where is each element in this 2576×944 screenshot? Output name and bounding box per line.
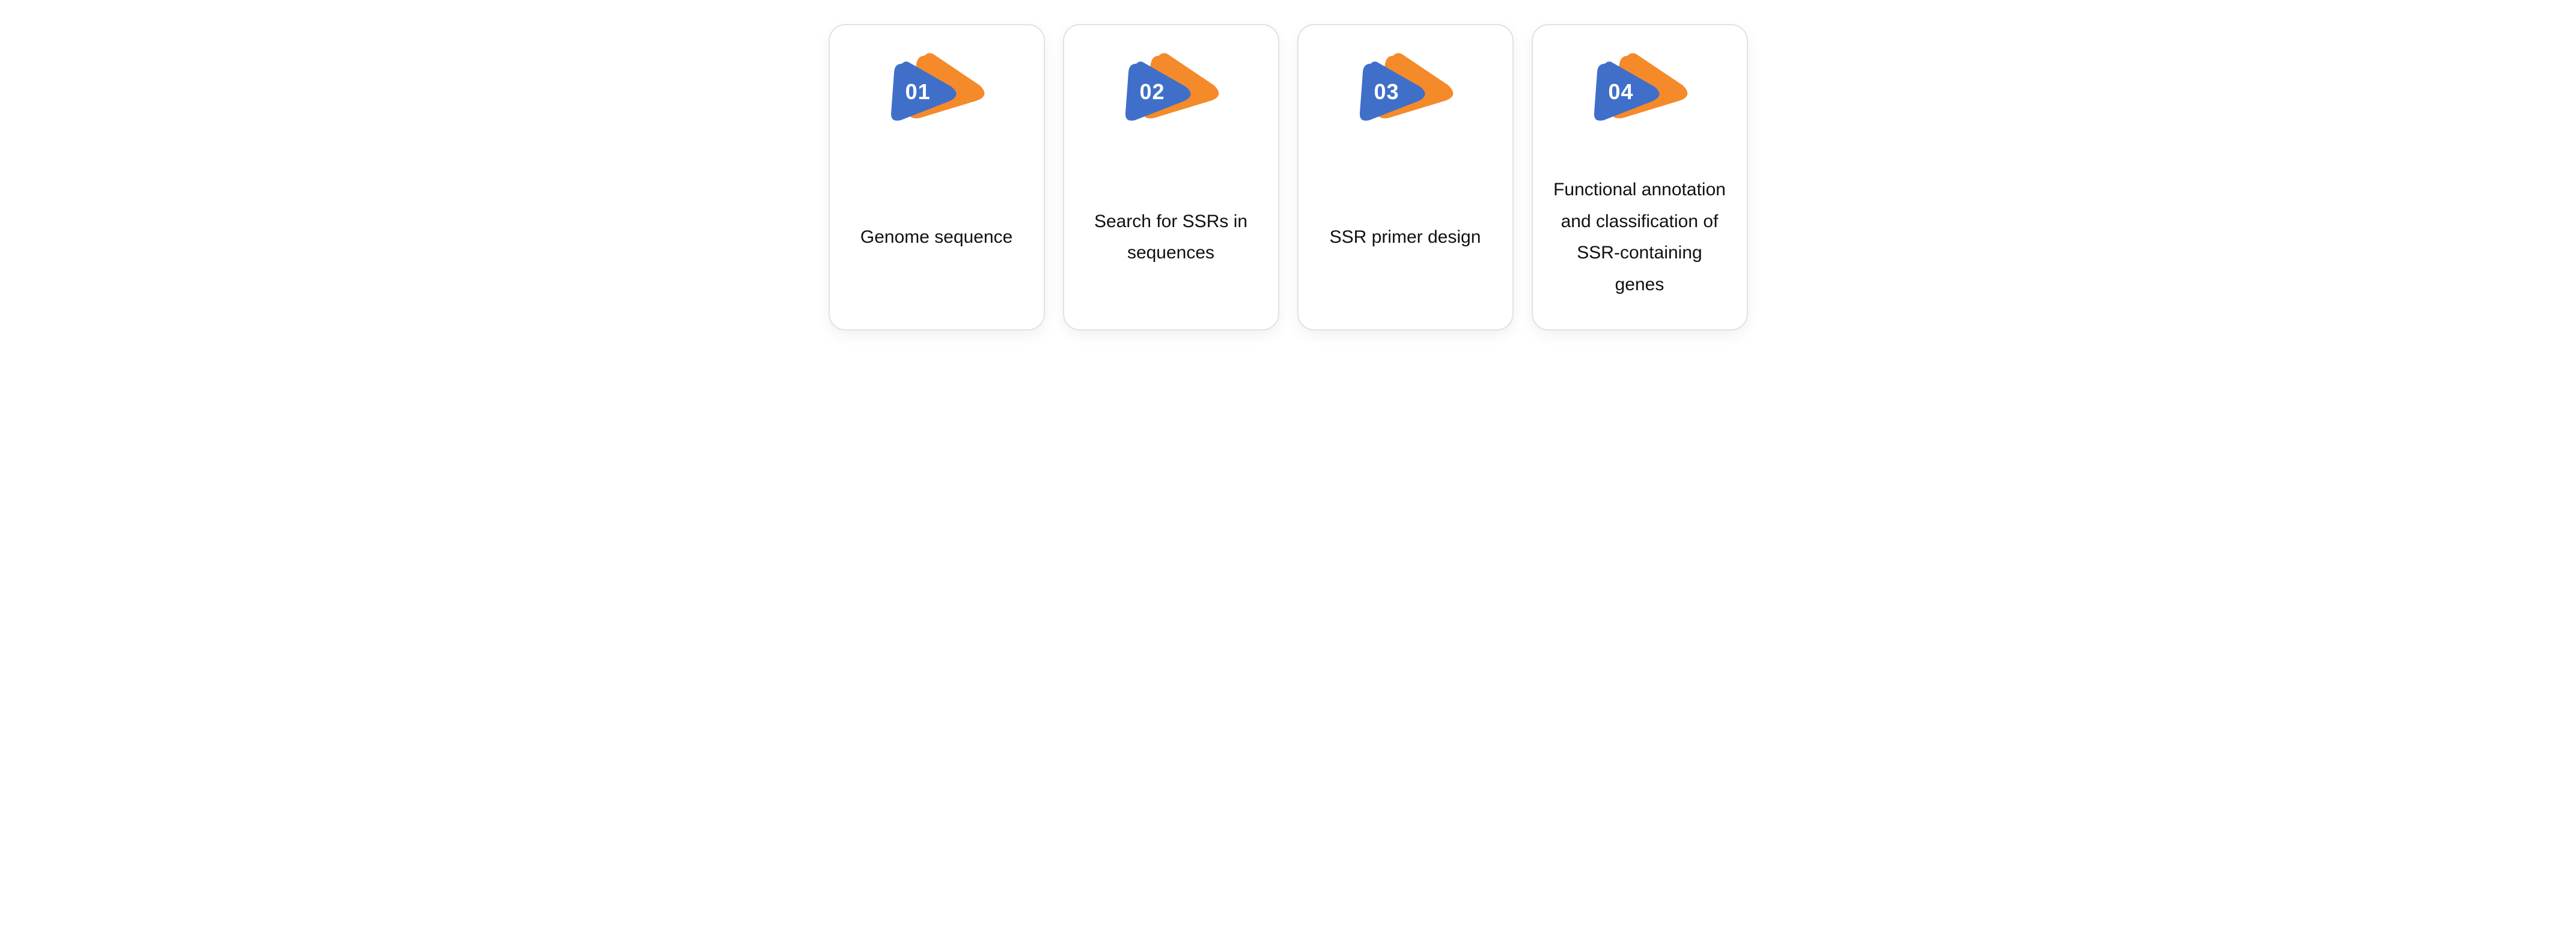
step-label: Functional annotation and classification… xyxy=(1551,174,1729,300)
step-card-1: 01 Genome sequence xyxy=(829,24,1045,330)
step-number: 02 xyxy=(1140,79,1165,105)
step-badge-icon: 02 xyxy=(1123,55,1219,133)
step-badge-icon: 03 xyxy=(1357,55,1454,133)
step-number: 03 xyxy=(1374,79,1399,105)
step-label: SSR primer design xyxy=(1327,222,1484,254)
step-badge-icon: 04 xyxy=(1592,55,1688,133)
step-label: Genome sequence xyxy=(858,222,1015,254)
step-card-4: 04 Functional annotation and classificat… xyxy=(1532,24,1748,330)
step-number: 01 xyxy=(906,79,931,105)
step-number: 04 xyxy=(1609,79,1634,105)
step-badge-icon: 01 xyxy=(889,55,985,133)
step-card-2: 02 Search for SSRs in sequences xyxy=(1063,24,1279,330)
cards-row: 01 Genome sequence 02 Search for SSRs in… xyxy=(30,24,2546,330)
step-card-3: 03 SSR primer design xyxy=(1297,24,1514,330)
step-label: Search for SSRs in sequences xyxy=(1082,206,1260,269)
